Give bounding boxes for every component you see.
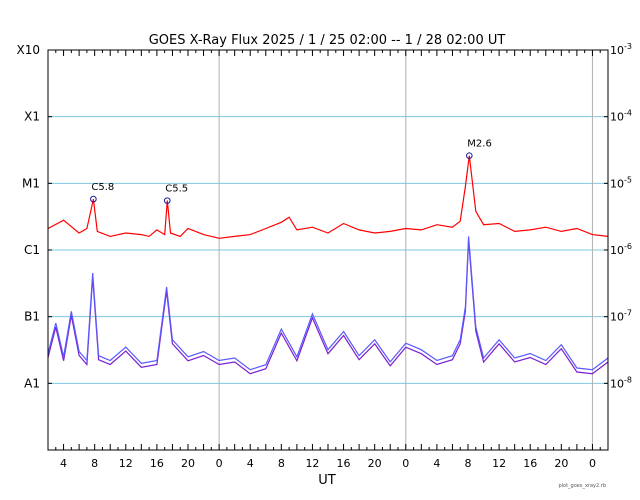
x-axis-tick-label: 0 [402, 457, 409, 470]
annotation-layer: C5.8 C5.5 M2.6 [90, 139, 492, 204]
left-axis-label: B1 [24, 310, 40, 324]
x-axis-tick-label: 12 [119, 457, 133, 470]
x-axis-label: UT [318, 473, 336, 488]
series-line-short-channel-b [47, 240, 609, 375]
x-axis-tick-label: 20 [368, 457, 382, 470]
flare-label: M2.6 [467, 139, 492, 150]
right-axis: 10-8 10-7 10-6 10-5 10-4 10-3 [604, 42, 632, 390]
x-axis-tick-label: 12 [492, 457, 506, 470]
x-axis-tick-label: 16 [150, 457, 164, 470]
x-axis-tick-label: 16 [523, 457, 537, 470]
x-axis-tick-label: 0 [589, 457, 596, 470]
right-axis-label: 10-6 [610, 242, 632, 257]
right-axis-label: 10-8 [610, 375, 632, 390]
flare-label: C5.5 [165, 184, 188, 195]
right-axis-label: 10-7 [610, 309, 632, 324]
flare-label: C5.8 [91, 182, 114, 193]
series-line-short-channel-a [47, 236, 609, 371]
x-axis-tick-label: 8 [91, 457, 98, 470]
series-line-long-channel [47, 155, 609, 239]
x-axis-tick-label: 20 [554, 457, 568, 470]
chart-title: GOES X-Ray Flux 2025 / 1 / 25 02:00 -- 1… [149, 33, 506, 48]
x-axis-tick-label: 12 [305, 457, 319, 470]
x-axis-tick-label: 0 [216, 457, 223, 470]
left-axis-label: M1 [22, 176, 40, 190]
x-axis-tick-label: 4 [60, 457, 67, 470]
series-layer [47, 155, 609, 375]
flare-marker [90, 195, 97, 203]
right-axis-label: 10-3 [610, 42, 632, 57]
credit-text: plot_goes_xray2.rb [558, 483, 606, 489]
left-axis-label: C1 [24, 243, 40, 257]
x-axis-tick-label: 4 [433, 457, 440, 470]
flare-marker [163, 197, 171, 204]
left-axis: A1 B1 C1 M1 X1 X10 [17, 43, 52, 390]
x-axis: 4 8 12 16 20 0 4 8 12 16 20 0 4 8 12 16 20 0 [55, 50, 609, 470]
x-axis-tick-label: 8 [465, 457, 472, 470]
x-axis-tick-label: 4 [247, 457, 254, 470]
left-axis-label: A1 [24, 376, 40, 390]
left-axis-label: X10 [17, 43, 41, 57]
right-axis-label: 10-4 [610, 109, 632, 124]
left-axis-label: X1 [24, 110, 40, 124]
x-axis-tick-label: 8 [278, 457, 285, 470]
x-axis-tick-label: 20 [181, 457, 195, 470]
right-axis-label: 10-5 [610, 175, 632, 190]
flare-marker [465, 152, 473, 159]
grid-lines [48, 50, 608, 450]
x-axis-tick-label: 16 [337, 457, 351, 470]
